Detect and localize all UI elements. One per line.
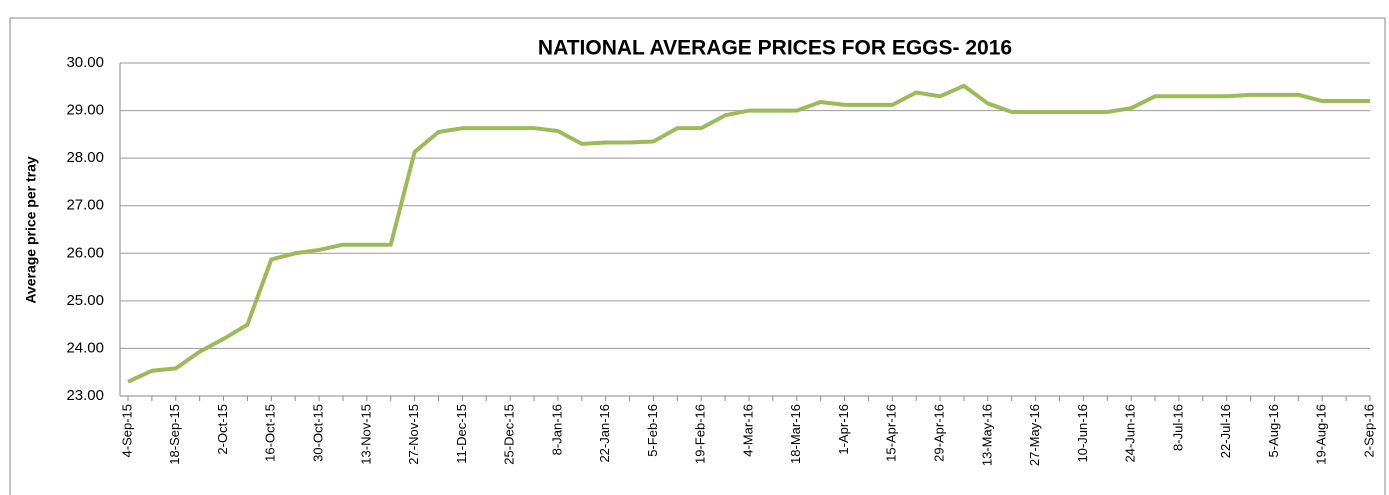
x-tick-label: 8-Jul-16 (1170, 404, 1185, 451)
x-tick-label: 16-Oct-15 (263, 404, 278, 462)
x-tick-label: 18-Sep-15 (167, 404, 182, 465)
y-tick-label: 30.00 (66, 54, 104, 71)
y-axis-label: Average price per tray (23, 156, 39, 304)
y-tick-label: 28.00 (66, 149, 104, 166)
x-tick-label: 2-Oct-15 (215, 404, 230, 455)
x-tick-label: 10-Jun-16 (1075, 404, 1090, 463)
x-tick-label: 8-Jan-16 (549, 404, 564, 455)
y-tick-label: 29.00 (66, 102, 104, 119)
x-tick-label: 29-Apr-16 (932, 404, 947, 462)
x-tick-label: 13-Nov-15 (358, 404, 373, 465)
x-tick-label: 19-Feb-16 (693, 404, 708, 464)
x-tick-label: 22-Jul-16 (1218, 404, 1233, 458)
x-tick-label: 11-Dec-15 (454, 404, 469, 464)
x-tick-label: 4-Sep-15 (119, 404, 134, 457)
x-tick-label: 30-Oct-15 (311, 404, 326, 462)
x-tick-label: 15-Apr-16 (884, 404, 899, 462)
y-tick-label: 25.00 (66, 292, 104, 309)
x-tick-label: 4-Mar-16 (740, 404, 755, 457)
x-tick-label: 1-Apr-16 (836, 404, 851, 455)
x-tick-label: 18-Mar-16 (788, 404, 803, 464)
x-tick-label: 22-Jan-16 (597, 404, 612, 463)
x-tick-label: 5-Feb-16 (645, 404, 660, 457)
x-tick-label: 19-Aug-16 (1314, 404, 1329, 465)
data-line (127, 83, 1370, 384)
x-tick-label: 27-May-16 (1027, 404, 1042, 466)
chart-title: NATIONAL AVERAGE PRICES FOR EGGS- 2016 (538, 37, 1012, 60)
y-tick-label: 27.00 (66, 197, 104, 214)
x-tick-label: 24-Jun-16 (1123, 404, 1138, 463)
x-tick-label: 27-Nov-15 (406, 404, 421, 465)
y-tick-label: 24.00 (66, 339, 104, 356)
y-tick-label: 23.00 (66, 387, 104, 404)
x-tick-label: 5-Aug-16 (1266, 404, 1281, 457)
y-tick-label: 26.00 (66, 244, 104, 261)
x-tick-label: 2-Sep-16 (1361, 404, 1376, 457)
x-tick-label: 13-May-16 (979, 404, 994, 466)
x-tick-label: 25-Dec-15 (502, 404, 517, 465)
